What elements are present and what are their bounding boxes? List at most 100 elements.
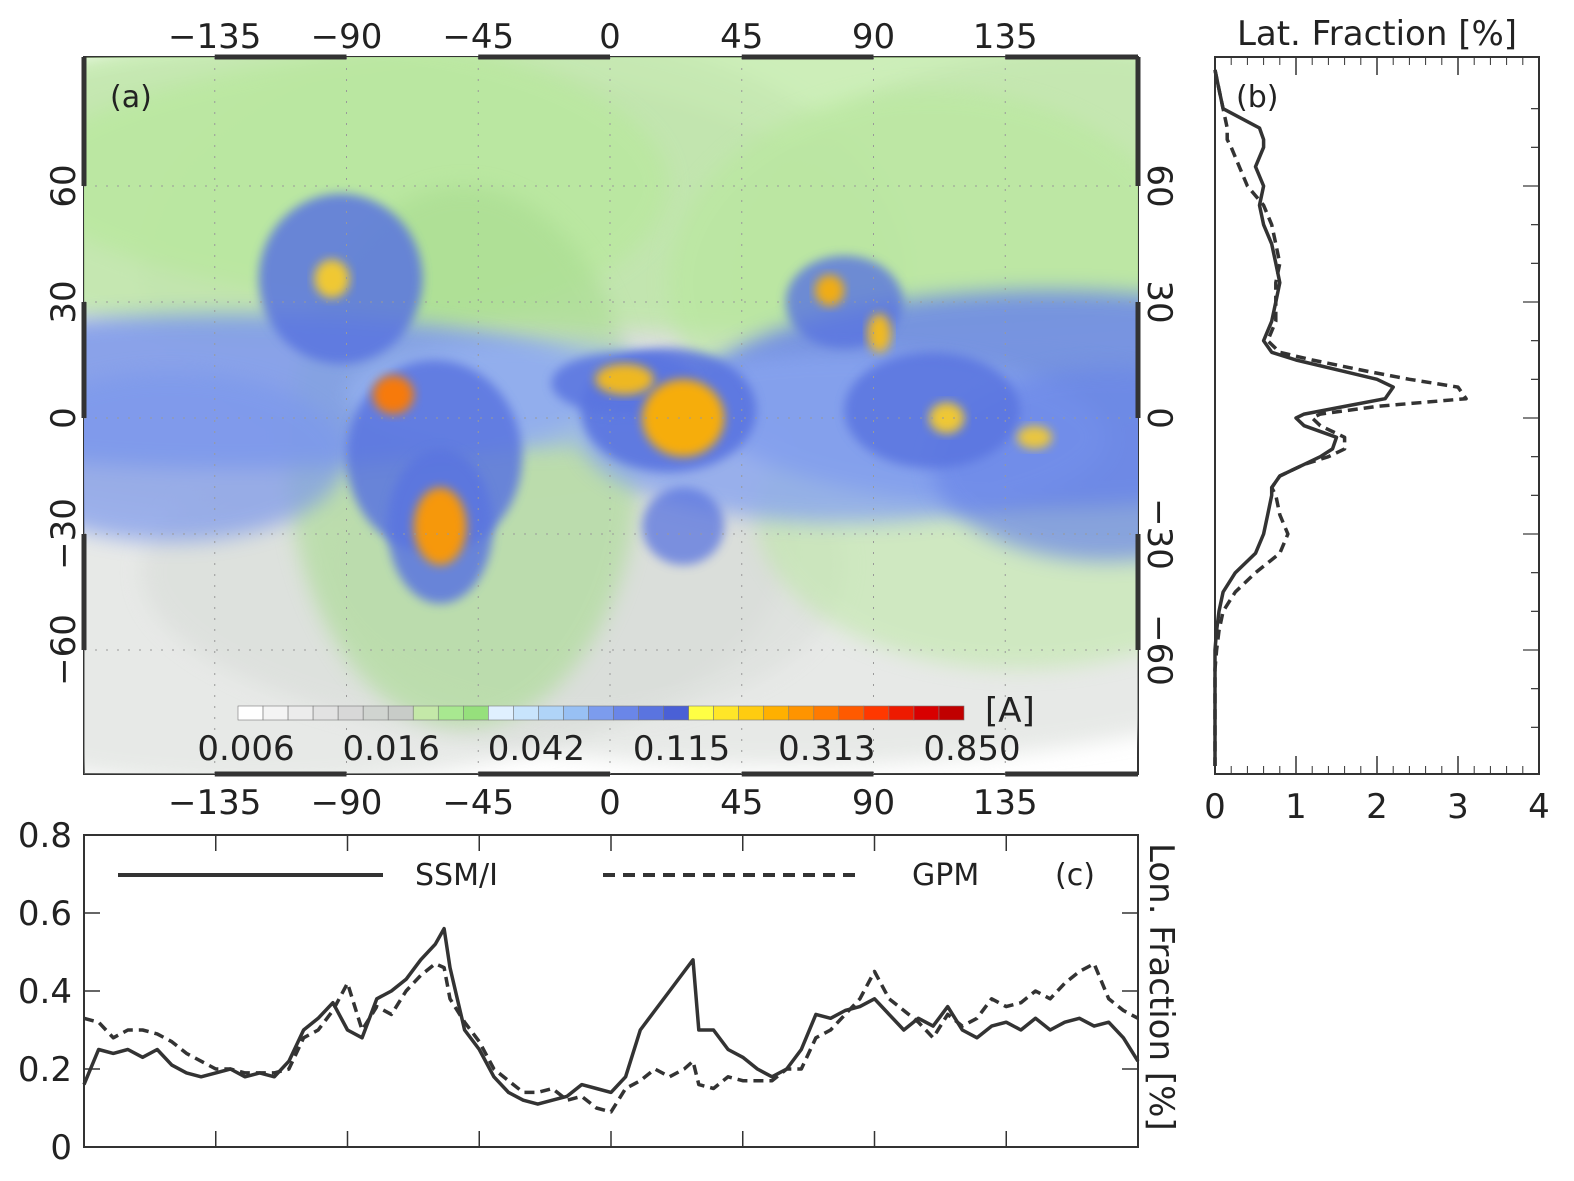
colorbar-swatch	[262, 705, 289, 721]
colorbar-swatch	[638, 705, 664, 721]
colorbar-swatch	[312, 705, 339, 721]
map-bottom-tick-label: 0	[599, 783, 621, 823]
lon-y-tick-label: 0.2	[18, 1050, 72, 1090]
colorbar-swatch	[863, 705, 890, 721]
map-top-tick-label: −90	[311, 17, 383, 57]
colorbar-tick-label: 0.850	[923, 729, 1020, 769]
precip-region	[595, 363, 654, 395]
lat-line-ssmi	[1213, 69, 1395, 766]
map-top-tick-label: 135	[973, 17, 1038, 57]
lat-lines	[1213, 69, 1468, 766]
colorbar-swatch	[463, 705, 489, 721]
lat-line-gpm	[1213, 69, 1468, 766]
panel-label-b: (b)	[1236, 80, 1278, 115]
lon-lines	[82, 926, 1140, 1114]
lon-y-tick-label: 0.6	[18, 894, 72, 934]
map-right-tick-label: 60	[1139, 164, 1179, 207]
lat-frame	[1214, 56, 1540, 775]
lon-y-tick-label: 0.8	[18, 816, 72, 856]
lat-axes: 0 1 2 3 4	[1204, 57, 1550, 827]
colorbar-swatch	[337, 705, 364, 721]
map-top-tick-label: 0	[599, 17, 621, 57]
colorbar-tick-label: 0.115	[633, 729, 730, 769]
colorbar-swatch	[437, 705, 464, 721]
map-left-tick-label: 30	[44, 280, 84, 323]
colorbar: 0.006 0.016 0.042 0.115 0.313 0.850[A]	[197, 691, 1034, 769]
colorbar-swatch	[888, 705, 915, 721]
colorbar-swatch	[838, 705, 865, 721]
precip-region	[642, 379, 725, 457]
map-top-tick-label: 90	[852, 17, 895, 57]
map-top-tick-label: −135	[168, 17, 261, 57]
colorbar-swatch	[362, 705, 389, 721]
lon-line-ssmi	[82, 926, 1140, 1106]
map-axes: −135 −135 −90 −90 −45 −45 0 0 45 45 90 90 135 135 60 60…	[44, 17, 1179, 823]
lon-axes: 0 0.2 0.4 0.6 0.8	[18, 816, 1138, 1168]
colorbar-tick-label: 0.016	[343, 729, 440, 769]
map-top-tick-label: −45	[442, 17, 514, 57]
lat-panel: Lat. Fraction [%] (b) 0 1 2 3 4	[1204, 14, 1550, 827]
lat-tick-label: 0	[1204, 787, 1226, 827]
map-bottom-tick-label: −135	[168, 783, 261, 823]
lon-panel: 0 0.2 0.4 0.6 0.8 SSM/I GPM (c) Lon. Fractio…	[18, 816, 1181, 1168]
lat-tick-label: 3	[1447, 787, 1469, 827]
precip-region	[929, 402, 965, 434]
lon-y-tick-label: 0	[50, 1128, 72, 1168]
colorbar-swatch	[663, 705, 689, 721]
precip-region	[867, 313, 892, 353]
colorbar-swatch	[513, 705, 539, 721]
colorbar-swatch	[387, 705, 414, 721]
lon-frame	[83, 834, 1139, 1148]
colorbar-swatch	[563, 705, 589, 721]
colorbar-swatch	[688, 705, 714, 721]
lon-y-tick-label: 0.4	[18, 972, 72, 1012]
colorbar-tick-label: 0.006	[197, 729, 294, 769]
map-right-tick-label: −30	[1139, 498, 1179, 570]
lat-tick-label: 4	[1528, 787, 1550, 827]
map-right-tick-label: 30	[1139, 280, 1179, 323]
colorbar-unit: [A]	[985, 691, 1035, 731]
map-bottom-tick-label: 90	[852, 783, 895, 823]
precip-region	[413, 487, 467, 565]
colorbar-swatch	[488, 705, 514, 721]
precip-region	[1016, 425, 1053, 449]
map-top-tick-label: 45	[720, 17, 763, 57]
lat-tick-label: 1	[1285, 787, 1307, 827]
colorbar-swatch	[287, 705, 314, 721]
map-bottom-tick-label: −90	[311, 783, 383, 823]
colorbar-swatch	[763, 705, 790, 721]
colorbar-swatch	[613, 705, 639, 721]
lat-tick-label: 2	[1366, 787, 1388, 827]
lat-title: Lat. Fraction [%]	[1237, 14, 1517, 54]
map-right-tick-label: −60	[1139, 614, 1179, 686]
colorbar-swatch	[738, 705, 765, 721]
precip-region	[84, 371, 347, 542]
colorbar-tick-label: 0.313	[778, 729, 875, 769]
colorbar-swatch	[412, 705, 439, 721]
colorbar-swatch	[588, 705, 614, 721]
colorbar-tick-label: 0.042	[488, 729, 585, 769]
map-left-tick-label: −60	[44, 614, 84, 686]
map-left-tick-label: 0	[44, 407, 84, 429]
map-bottom-tick-label: 135	[973, 783, 1038, 823]
colorbar-swatch	[938, 705, 965, 721]
precip-region	[314, 259, 350, 299]
colorbar-swatch	[788, 705, 815, 721]
panel-label-c: (c)	[1055, 858, 1095, 893]
lon-line-gpm	[83, 961, 1139, 1114]
colorbar-swatch	[713, 705, 739, 721]
panel-label-a: (a)	[110, 80, 152, 115]
map-left-tick-label: 60	[44, 164, 84, 207]
map-fields	[84, 57, 1138, 774]
map-bottom-tick-label: −45	[442, 783, 514, 823]
colorbar-swatch	[813, 705, 840, 721]
legend-ssmi: SSM/I	[415, 858, 498, 893]
colorbar-swatch	[913, 705, 940, 721]
precip-region	[372, 375, 414, 415]
precip-region	[642, 487, 725, 565]
map-left-tick-label: −30	[44, 498, 84, 570]
precip-region	[814, 274, 845, 306]
map-right-tick-label: 0	[1139, 407, 1179, 429]
lon-ylabel: Lon. Fraction [%]	[1141, 843, 1181, 1131]
